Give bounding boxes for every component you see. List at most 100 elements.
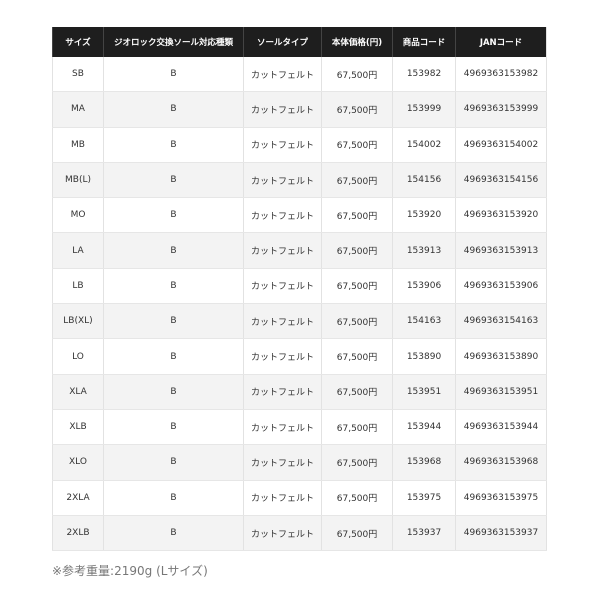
table-row: XLO B カットフェルト 67,500円 153968 4969363153968 xyxy=(52,444,547,481)
table-cell: カットフェルト xyxy=(243,197,322,234)
table-cell: 4969363153890 xyxy=(455,338,547,375)
table-cell: 153968 xyxy=(392,444,456,481)
table-row: MB(L) B カットフェルト 67,500円 154156 4969363154156 xyxy=(52,162,547,199)
table-cell: XLO xyxy=(52,444,104,481)
table-cell: 153913 xyxy=(392,232,456,269)
table-cell: 2XLA xyxy=(52,480,104,516)
table-cell: B xyxy=(103,57,244,93)
table-cell: 67,500円 xyxy=(321,444,393,481)
table-row: 2XLA B カットフェルト 67,500円 153975 4969363153975 xyxy=(52,480,547,516)
table-cell: 67,500円 xyxy=(321,57,393,93)
table-cell: 4969363154156 xyxy=(455,162,547,199)
table-cell: カットフェルト xyxy=(243,480,322,516)
table-row: MA B カットフェルト 67,500円 153999 4969363153999 xyxy=(52,91,547,128)
table-cell: 154156 xyxy=(392,162,456,199)
table-row: LA B カットフェルト 67,500円 153913 4969363153913 xyxy=(52,232,547,269)
header-cell: ジオロック交換ソール対応種類 xyxy=(103,27,244,57)
table-cell: 153999 xyxy=(392,91,456,128)
header-cell: 本体価格(円) xyxy=(321,27,393,57)
table-cell: B xyxy=(103,127,244,163)
table-cell: 4969363153999 xyxy=(455,91,547,128)
table-cell: 67,500円 xyxy=(321,409,393,446)
table-row: MB B カットフェルト 67,500円 154002 4969363154002 xyxy=(52,127,547,163)
table-cell: 67,500円 xyxy=(321,268,393,305)
table-cell: カットフェルト xyxy=(243,57,322,93)
table-cell: B xyxy=(103,374,244,410)
table-cell: 67,500円 xyxy=(321,232,393,269)
table-cell: 2XLB xyxy=(52,515,104,552)
table-cell: 4969363154163 xyxy=(455,303,547,340)
table-cell: B xyxy=(103,444,244,481)
table-cell: カットフェルト xyxy=(243,162,322,199)
table-cell: B xyxy=(103,515,244,552)
table-cell: 4969363153982 xyxy=(455,57,547,93)
table-cell: 67,500円 xyxy=(321,374,393,410)
table-cell: B xyxy=(103,232,244,269)
table-cell: 154002 xyxy=(392,127,456,163)
table-cell: 153982 xyxy=(392,57,456,93)
table-cell: B xyxy=(103,480,244,516)
table-body: SB B カットフェルト 67,500円 153982 4969363153982 MA B カ… xyxy=(52,57,547,552)
table-cell: 153890 xyxy=(392,338,456,375)
table-cell: カットフェルト xyxy=(243,515,322,552)
table-cell: カットフェルト xyxy=(243,409,322,446)
table-cell: 153951 xyxy=(392,374,456,410)
table-cell: 4969363153920 xyxy=(455,197,547,234)
table-cell: 67,500円 xyxy=(321,480,393,516)
table-row: LO B カットフェルト 67,500円 153890 4969363153890 xyxy=(52,338,547,375)
header-cell: サイズ xyxy=(52,27,104,57)
table-cell: 4969363153906 xyxy=(455,268,547,305)
table-cell: B xyxy=(103,338,244,375)
table-cell: 67,500円 xyxy=(321,515,393,552)
table-row: LB B カットフェルト 67,500円 153906 4969363153906 xyxy=(52,268,547,305)
table-cell: B xyxy=(103,268,244,305)
table-cell: 4969363153944 xyxy=(455,409,547,446)
table-cell: B xyxy=(103,409,244,446)
table-cell: 153906 xyxy=(392,268,456,305)
table-row: LB(XL) B カットフェルト 67,500円 154163 4969363154163 xyxy=(52,303,547,340)
table-cell: カットフェルト xyxy=(243,127,322,163)
table-cell: B xyxy=(103,197,244,234)
table-cell: 4969363153937 xyxy=(455,515,547,552)
table-cell: B xyxy=(103,162,244,199)
table-cell: B xyxy=(103,303,244,340)
header-row: サイズ ジオロック交換ソール対応種類 ソールタイプ 本体価格(円) 商品コード JANコー… xyxy=(52,27,547,57)
table-wrap: サイズ ジオロック交換ソール対応種類 ソールタイプ 本体価格(円) 商品コード JANコー… xyxy=(52,27,547,552)
table-row: XLB B カットフェルト 67,500円 153944 4969363153944 xyxy=(52,409,547,446)
table-cell: カットフェルト xyxy=(243,374,322,410)
table-row: 2XLB B カットフェルト 67,500円 153937 4969363153937 xyxy=(52,515,547,552)
table-cell: B xyxy=(103,91,244,128)
table-cell: 67,500円 xyxy=(321,303,393,340)
table-cell: 4969363153951 xyxy=(455,374,547,410)
table-cell: MA xyxy=(52,91,104,128)
table-cell: 67,500円 xyxy=(321,127,393,163)
table-cell: 4969363153975 xyxy=(455,480,547,516)
table-cell: MB(L) xyxy=(52,162,104,199)
footnote: ※参考重量:2190g (Lサイズ) xyxy=(52,564,208,578)
table-cell: XLB xyxy=(52,409,104,446)
table-cell: MO xyxy=(52,197,104,234)
table-cell: 4969363154002 xyxy=(455,127,547,163)
table-cell: 153944 xyxy=(392,409,456,446)
table-cell: SB xyxy=(52,57,104,93)
table-cell: 4969363153968 xyxy=(455,444,547,481)
table-cell: カットフェルト xyxy=(243,303,322,340)
table-cell: 67,500円 xyxy=(321,338,393,375)
header-cell: JANコード xyxy=(455,27,547,57)
table-cell: 154163 xyxy=(392,303,456,340)
header-cell: ソールタイプ xyxy=(243,27,322,57)
table-cell: LB(XL) xyxy=(52,303,104,340)
table-cell: XLA xyxy=(52,374,104,410)
table-cell: 67,500円 xyxy=(321,197,393,234)
table-cell: カットフェルト xyxy=(243,338,322,375)
table-cell: カットフェルト xyxy=(243,232,322,269)
table-cell: 67,500円 xyxy=(321,91,393,128)
table-cell: 153937 xyxy=(392,515,456,552)
table-row: MO B カットフェルト 67,500円 153920 4969363153920 xyxy=(52,197,547,234)
table-cell: LA xyxy=(52,232,104,269)
table-cell: LO xyxy=(52,338,104,375)
table-cell: MB xyxy=(52,127,104,163)
header-cell: 商品コード xyxy=(392,27,456,57)
table-cell: カットフェルト xyxy=(243,268,322,305)
